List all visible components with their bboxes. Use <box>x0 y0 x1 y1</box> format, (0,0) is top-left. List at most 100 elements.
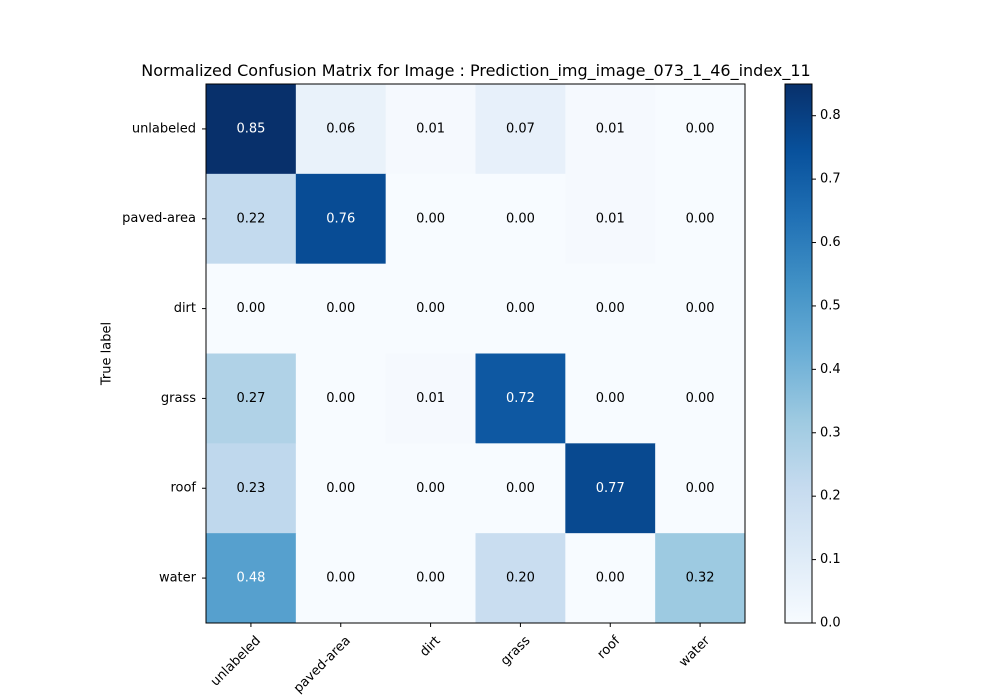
cell-value-label: 0.85 <box>236 121 265 136</box>
y-axis-ticks: unlabeled paved-area dirt grass roof water <box>122 121 206 586</box>
colorbar-tick-label: 0.3 <box>820 425 841 440</box>
heatmap-cell <box>295 533 387 624</box>
cell-value-label: 0.00 <box>326 301 355 316</box>
heatmap-cell <box>295 173 387 265</box>
cell-value-label: 0.00 <box>686 211 715 226</box>
cell-value-label: 0.00 <box>686 481 715 496</box>
chart-title: Normalized Confusion Matrix for Image : … <box>141 61 810 81</box>
cell-value-label: 0.00 <box>416 211 445 226</box>
heatmap-cell <box>655 263 746 354</box>
cell-value-label: 0.01 <box>416 121 445 136</box>
y-tick-label: unlabeled <box>132 121 196 136</box>
heatmap-cell <box>565 353 656 444</box>
cell-value-label: 0.01 <box>416 391 445 406</box>
heatmap-cell <box>655 84 746 175</box>
cell-value-label: 0.00 <box>326 391 355 406</box>
x-axis-ticks: unlabeled paved-area dirt grass roof water <box>208 622 714 696</box>
y-axis-label: True label <box>100 322 115 386</box>
cell-value-label: 0.00 <box>506 481 535 496</box>
cell-value-label: 0.76 <box>326 211 355 226</box>
heatmap-cell <box>295 84 387 175</box>
heatmap-cell <box>475 263 566 354</box>
cell-value-label: 0.00 <box>686 301 715 316</box>
colorbar-tick-label: 0.8 <box>820 108 841 123</box>
cell-value-label: 0.00 <box>596 571 625 586</box>
colorbar-tick-label: 0.0 <box>820 616 841 631</box>
heatmap-cell <box>475 353 566 444</box>
heatmap-cell <box>385 263 476 354</box>
cell-value-label: 0.00 <box>596 301 625 316</box>
heatmap-cell <box>295 353 387 444</box>
heatmap-cell <box>295 443 387 534</box>
heatmap-cell <box>475 443 566 534</box>
heatmap-cell <box>206 353 297 444</box>
heatmap-cell <box>655 173 746 265</box>
heatmap-cell <box>565 533 656 624</box>
heatmap-cell <box>475 173 566 265</box>
colorbar-tick-label: 0.1 <box>820 552 841 567</box>
heatmap-cell-labels: 0.85 0.06 0.01 0.07 0.01 0.00 0.22 0.76 0.00 0.00… <box>236 121 714 585</box>
heatmap-cell <box>206 173 297 265</box>
cell-value-label: 0.22 <box>236 211 265 226</box>
cell-value-label: 0.20 <box>506 571 535 586</box>
cell-value-label: 0.77 <box>596 481 625 496</box>
heatmap-cell <box>295 263 387 354</box>
cell-value-label: 0.00 <box>596 391 625 406</box>
cell-value-label: 0.48 <box>236 571 265 586</box>
y-tick-label: paved-area <box>122 211 196 226</box>
y-tick-label: dirt <box>174 301 196 316</box>
y-tick-label: roof <box>170 481 196 496</box>
heatmap-cell <box>475 533 566 624</box>
y-tick-label: grass <box>161 391 196 406</box>
heatmap-cell <box>206 263 297 354</box>
heatmap-cell <box>206 443 297 534</box>
heatmap-cell <box>385 353 476 444</box>
x-tick-label: grass <box>498 633 534 669</box>
heatmap-cell <box>565 443 656 534</box>
heatmap-cell <box>565 263 656 354</box>
cell-value-label: 0.00 <box>326 571 355 586</box>
colorbar-tick-label: 0.4 <box>820 362 841 377</box>
cell-value-label: 0.00 <box>326 481 355 496</box>
heatmap-cell <box>206 533 297 624</box>
x-tick-label: dirt <box>417 633 443 659</box>
colorbar <box>785 84 812 623</box>
colorbar-ticks: 0.0 0.1 0.2 0.3 0.4 0.5 0.6 0.7 0.8 <box>812 108 841 631</box>
cell-value-label: 0.72 <box>506 391 535 406</box>
colorbar-tick-label: 0.5 <box>820 298 841 313</box>
heatmap-cell <box>565 84 656 175</box>
cell-value-label: 0.00 <box>686 391 715 406</box>
heatmap-cell <box>385 443 476 534</box>
cell-value-label: 0.00 <box>416 301 445 316</box>
x-tick-label: roof <box>595 633 624 662</box>
colorbar-tick-label: 0.6 <box>820 235 841 250</box>
cell-value-label: 0.00 <box>506 211 535 226</box>
y-tick-label: water <box>159 571 197 586</box>
cell-value-label: 0.00 <box>506 301 535 316</box>
cell-value-label: 0.00 <box>416 481 445 496</box>
cell-value-label: 0.01 <box>596 121 625 136</box>
heatmap-cell <box>206 84 297 175</box>
x-tick-label: water <box>676 633 713 670</box>
colorbar-tick-label: 0.2 <box>820 489 841 504</box>
cell-value-label: 0.00 <box>416 571 445 586</box>
heatmap-cell <box>385 533 476 624</box>
matrix-frame <box>205 83 746 624</box>
heatmap-cell <box>655 353 746 444</box>
colorbar-tick-label: 0.7 <box>820 172 841 187</box>
heatmap-cell <box>565 173 656 265</box>
heatmap-cell <box>385 84 476 175</box>
heatmap-cell <box>655 443 746 534</box>
heatmap-cell <box>655 533 746 624</box>
cell-value-label: 0.01 <box>596 211 625 226</box>
cell-value-label: 0.23 <box>236 481 265 496</box>
colorbar-frame <box>784 83 813 624</box>
cell-value-label: 0.06 <box>326 121 355 136</box>
cell-value-label: 0.00 <box>686 121 715 136</box>
heatmap-cell <box>475 84 566 175</box>
heatmap-cells <box>206 84 746 624</box>
heatmap-cell <box>385 173 476 265</box>
x-tick-label: paved-area <box>291 633 354 696</box>
